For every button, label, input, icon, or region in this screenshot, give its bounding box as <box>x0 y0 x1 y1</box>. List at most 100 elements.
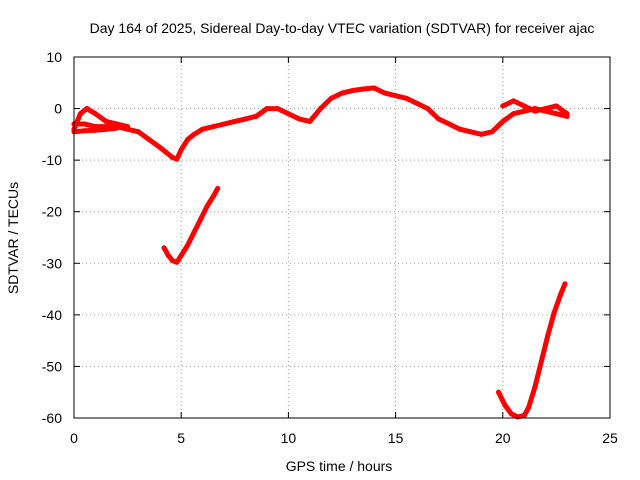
x-tick-label: 20 <box>495 430 511 446</box>
data-point <box>564 111 570 117</box>
data-point <box>174 259 180 265</box>
series-lower-branch <box>71 125 120 135</box>
data-point <box>114 121 120 127</box>
x-tick-label: 10 <box>281 430 297 446</box>
x-tick-label: 15 <box>388 430 404 446</box>
data-point <box>82 121 88 127</box>
data-point <box>178 253 184 259</box>
data-point <box>489 129 495 135</box>
data-point <box>414 100 420 106</box>
data-point <box>204 204 210 210</box>
data-point <box>170 155 176 161</box>
data-point <box>165 253 171 259</box>
y-tick-label: -10 <box>42 152 62 168</box>
y-tick-label: -60 <box>42 410 62 426</box>
data-point <box>200 126 206 132</box>
y-tick-label: -30 <box>42 255 62 271</box>
data-point <box>425 106 431 112</box>
y-tick-label: -40 <box>42 307 62 323</box>
y-axis-label: SDTVAR / TECUs <box>5 182 21 294</box>
y-tick-label: 0 <box>54 101 62 117</box>
data-point <box>558 291 564 297</box>
data-point <box>382 90 388 96</box>
data-point <box>103 118 109 124</box>
data-point <box>511 98 517 104</box>
data-point <box>457 126 463 132</box>
data-point <box>232 118 238 124</box>
series-main-trace <box>71 85 570 162</box>
data-point <box>191 229 197 235</box>
plot-frame <box>73 56 611 419</box>
data-points <box>71 85 570 420</box>
y-tick-label: -20 <box>42 204 62 220</box>
data-point <box>103 126 109 132</box>
data-point <box>478 131 484 137</box>
x-axis-label: GPS time / hours <box>286 458 393 474</box>
data-point <box>350 88 356 94</box>
data-point <box>146 137 152 143</box>
data-point <box>328 95 334 101</box>
data-point <box>545 332 551 338</box>
data-point <box>515 414 521 420</box>
data-point <box>264 106 270 112</box>
series-trace <box>71 85 570 162</box>
y-tick-label: 10 <box>46 49 62 65</box>
data-point <box>82 128 88 134</box>
x-tick-label: 0 <box>70 430 78 446</box>
data-point <box>553 103 559 109</box>
data-point <box>500 103 506 109</box>
data-point <box>285 111 291 117</box>
data-point <box>339 90 345 96</box>
data-point <box>157 144 163 150</box>
data-point <box>161 245 167 251</box>
data-point <box>221 121 227 127</box>
data-point <box>526 405 532 411</box>
data-point <box>521 412 527 418</box>
data-point <box>538 358 544 364</box>
data-point <box>114 125 120 131</box>
data-point <box>210 193 216 199</box>
series-late-wiggle <box>500 98 570 117</box>
series-early-arc <box>161 186 221 265</box>
data-point <box>125 124 131 130</box>
data-point <box>553 111 559 117</box>
chart-title: Day 164 of 2025, Sidereal Day-to-day VTE… <box>90 20 595 36</box>
data-point <box>403 95 409 101</box>
data-point <box>185 137 191 143</box>
data-point <box>468 129 474 135</box>
data-point <box>521 108 527 114</box>
data-point <box>543 106 549 112</box>
data-point <box>307 118 313 124</box>
data-point <box>170 258 176 264</box>
data-point <box>496 389 502 395</box>
x-tick-label: 5 <box>177 430 185 446</box>
data-point <box>435 116 441 122</box>
data-point <box>215 186 221 192</box>
data-point <box>511 111 517 117</box>
data-point <box>393 93 399 99</box>
data-point <box>92 127 98 133</box>
data-point <box>174 156 180 162</box>
data-point <box>191 131 197 137</box>
data-point <box>84 106 90 112</box>
series-late-arc <box>496 281 568 420</box>
y-tick-label: -50 <box>42 358 62 374</box>
data-point <box>197 216 203 222</box>
data-point <box>551 309 557 315</box>
grid <box>74 57 610 418</box>
data-point <box>371 85 377 91</box>
data-point <box>296 116 302 122</box>
data-point <box>77 111 83 117</box>
data-point <box>318 106 324 112</box>
data-point <box>508 411 514 417</box>
data-point <box>243 116 249 122</box>
data-point <box>275 106 281 112</box>
data-point <box>521 103 527 109</box>
data-point <box>502 402 508 408</box>
data-point <box>253 113 259 119</box>
data-point <box>210 124 216 130</box>
data-point <box>185 242 191 248</box>
data-point <box>163 149 169 155</box>
series-trace <box>496 281 568 420</box>
